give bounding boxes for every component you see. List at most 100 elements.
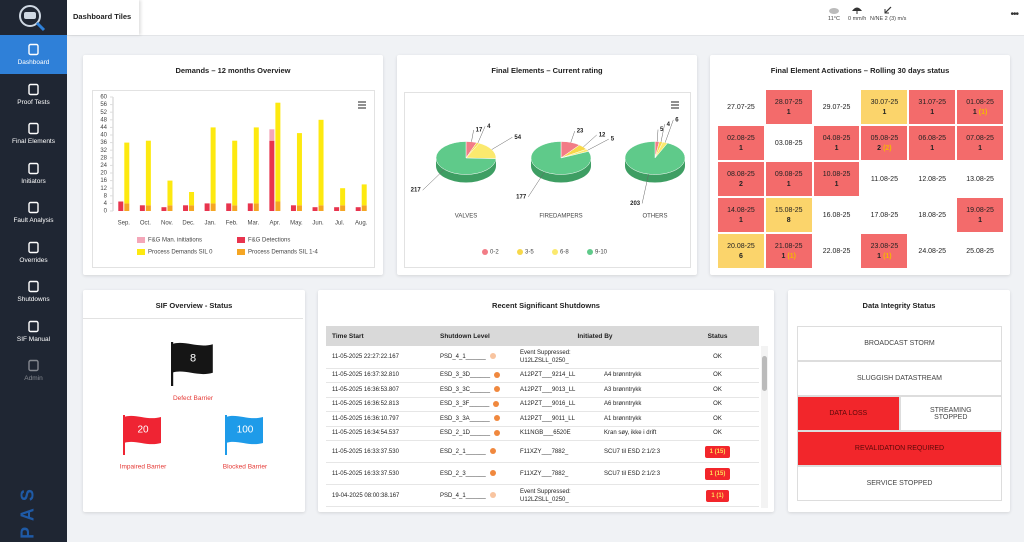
activation-cell[interactable]: 28.07-25 1 <box>765 90 812 124</box>
cell-count: 1 <box>786 180 791 188</box>
table-row[interactable]: 11-05-2025 16:36:10.797 ESD_3_3A______ A12… <box>326 411 760 427</box>
nav-label: Dashboard <box>17 59 50 66</box>
nav-item[interactable]: Shutdowns <box>0 272 67 311</box>
table-row[interactable]: 11-05-2025 16:33:37.530 ESD_2_3______ F11X… <box>326 462 760 485</box>
nav-icon <box>28 122 39 135</box>
activation-cell[interactable]: 13.08-25 <box>957 162 1003 196</box>
activation-cell[interactable]: 25.08-25 <box>957 234 1003 268</box>
activation-cell[interactable]: 06.08-25 1 <box>909 126 956 160</box>
status: OK <box>676 411 760 427</box>
activation-cell[interactable]: 12.08-25 <box>909 162 956 196</box>
cell-count-line: 1 <box>835 145 839 152</box>
status-text: OK <box>713 430 722 437</box>
nav-item[interactable]: Overrides <box>0 233 67 272</box>
status-text: 1 (15) <box>704 467 731 480</box>
cell-count: 1 <box>978 144 983 152</box>
level-dot <box>493 400 500 407</box>
level-dot <box>494 371 501 378</box>
activation-cell[interactable]: 23.08-25 1 (1) <box>861 234 908 268</box>
activation-cell[interactable]: 27.07-25 <box>718 90 764 124</box>
level-dot <box>489 447 496 454</box>
initiator-tag: Event Suppressed: U12LZSLL_0250_ <box>514 346 598 369</box>
nav-item[interactable]: Final Elements <box>0 114 67 153</box>
cell-count-line: 1 <box>835 181 839 188</box>
activation-cell[interactable]: 18.08-25 <box>909 198 956 232</box>
cell-date: 30.07-25 <box>870 98 899 106</box>
activation-cell[interactable]: 20.08-25 6 <box>718 234 764 268</box>
activation-cell[interactable]: 08.08-25 2 <box>718 162 764 196</box>
cell-count-line: 1 (1) <box>973 109 987 116</box>
nav-icon <box>28 280 39 293</box>
cell-date: 13.08-25 <box>966 175 994 183</box>
initiator-tag: A12PZT___9214_LL <box>514 368 598 383</box>
nav-label: Final Elements <box>12 138 55 145</box>
nav-icon <box>28 241 39 253</box>
table-row[interactable]: 19-04-2025 08:00:38.167 PSD_4_1______ Even… <box>326 484 760 507</box>
cell-count: 1 <box>972 108 977 116</box>
cell-date: 21.08-25 <box>774 242 803 250</box>
tab[interactable]: Dashboard Tiles <box>67 0 139 35</box>
panel-demands: Demands – 12 months Overview <box>83 55 383 275</box>
level-dot <box>494 429 501 436</box>
table-row[interactable]: 11-05-2025 16:36:52.813 ESD_3_3F______ A12… <box>326 397 760 412</box>
cell-count-line: 1 (1) <box>877 253 891 260</box>
shutdown-level: PSD_4_1______ <box>434 346 514 369</box>
activation-cell[interactable]: 22.08-25 <box>813 234 860 268</box>
activation-cell[interactable]: 03.08-25 <box>765 126 812 160</box>
table-row[interactable]: 11-05-2025 22:27:22.167 PSD_4_1______ Even… <box>326 346 760 369</box>
level-text: ESD_3_3C______ <box>440 386 491 393</box>
cell-date: 04.08-25 <box>822 134 851 142</box>
nav-item[interactable]: Proof Tests <box>0 75 67 114</box>
activation-cell[interactable]: 02.08-25 1 <box>718 126 764 160</box>
scrollbar[interactable] <box>761 346 768 508</box>
icon-shape <box>28 320 39 332</box>
activation-cell[interactable]: 17.08-25 <box>861 198 908 232</box>
cell-extra: (1) <box>787 252 796 260</box>
shutdown-level: ESD_3_3A______ <box>434 411 514 427</box>
nav-icon <box>28 162 39 174</box>
more-menu[interactable]: ••• <box>1010 9 1018 20</box>
activation-cell[interactable]: 14.08-25 1 <box>718 198 764 232</box>
activation-cell[interactable]: 04.08-25 1 <box>813 126 860 160</box>
table-row[interactable]: 11-05-2025 16:33:37.530 ESD_2_1______ F11X… <box>326 440 760 463</box>
icon-shape <box>28 241 39 253</box>
activation-cell[interactable]: 05.08-25 2 (2) <box>861 126 908 160</box>
activation-cell[interactable]: 31.07-25 1 <box>909 90 956 124</box>
level-text: ESD_3_3F______ <box>440 401 490 408</box>
status: OK <box>676 397 760 412</box>
cell-date: 09.08-25 <box>774 170 803 178</box>
cell-count-line: 1 <box>930 109 934 116</box>
status: OK <box>676 382 760 398</box>
table-row[interactable]: 11-05-2025 16:36:53.807 ESD_3_3C______ A12… <box>326 382 760 398</box>
column-header: Status <box>676 326 760 346</box>
shutdown-level: ESD_2_3______ <box>434 462 514 485</box>
activation-cell[interactable]: 01.08-25 1 (1) <box>957 90 1003 124</box>
activation-cell[interactable]: 29.07-25 <box>813 90 860 124</box>
nav-item[interactable]: SIF Manual <box>0 312 67 351</box>
activation-cell[interactable]: 11.08-25 <box>861 162 908 196</box>
table-row[interactable]: 11-05-2025 16:34:54.537 ESD_2_1D______ K11… <box>326 426 760 441</box>
cell-count-line: 1 <box>739 145 743 152</box>
nav-item[interactable]: Dashboard <box>0 35 67 74</box>
activation-cell[interactable]: 09.08-25 1 <box>765 162 812 196</box>
icon-shape <box>28 83 39 95</box>
time-start: 19-04-2025 08:00:38.167 <box>326 484 434 507</box>
column-header: Time Start <box>326 326 434 346</box>
activation-cell[interactable]: 07.08-25 1 <box>957 126 1003 160</box>
initiator-description: A4 brønntrykk <box>598 368 677 383</box>
activation-cell[interactable]: 21.08-25 1 (1) <box>765 234 812 268</box>
activation-cell[interactable]: 15.08-25 8 <box>765 198 812 232</box>
nav-item[interactable]: Initiators <box>0 154 67 193</box>
nav-item[interactable]: Admin <box>0 351 67 390</box>
table-row[interactable]: 11-05-2025 16:37:32.810 ESD_3_3D______ A12… <box>326 368 760 383</box>
activation-cell[interactable]: 24.08-25 <box>909 234 956 268</box>
nav-icon <box>28 359 39 372</box>
activation-cell[interactable]: 30.07-25 1 <box>861 90 908 124</box>
cell-date: 11.08-25 <box>870 175 898 183</box>
cell-date: 03.08-25 <box>774 139 803 147</box>
activation-cell[interactable]: 19.08-25 1 <box>957 198 1003 232</box>
activation-cell[interactable]: 16.08-25 <box>813 198 860 232</box>
nav-item[interactable]: Fault Analysis <box>0 193 67 232</box>
activation-cell[interactable]: 10.08-25 1 <box>813 162 860 196</box>
cell-date: 22.08-25 <box>822 247 851 255</box>
